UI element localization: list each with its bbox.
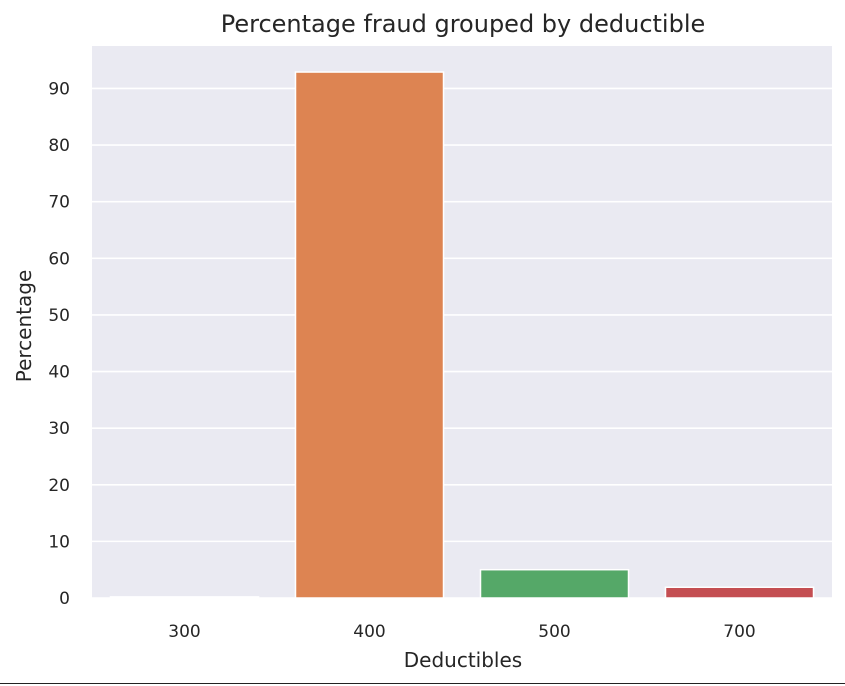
gridlines — [92, 87, 832, 599]
y-tick-label: 20 — [48, 476, 70, 496]
x-tick-label: 400 — [353, 622, 385, 642]
y-tick-label: 80 — [48, 136, 70, 156]
y-tick-label: 60 — [48, 249, 70, 269]
bar-500 — [479, 568, 630, 599]
x-axis-label: Deductibles — [404, 648, 522, 672]
x-tick-labels: 300 400 500 700 — [168, 622, 755, 642]
bar-700 — [664, 586, 815, 599]
x-tick-label: 700 — [723, 622, 755, 642]
x-tick-label: 500 — [538, 622, 570, 642]
y-tick-label: 0 — [59, 589, 70, 609]
y-tick-label: 90 — [48, 79, 70, 99]
y-tick-label: 70 — [48, 193, 70, 213]
y-tick-label: 40 — [48, 363, 70, 383]
y-axis-label: Percentage — [12, 270, 36, 383]
x-tick-label: 300 — [168, 622, 200, 642]
y-tick-label: 10 — [48, 532, 70, 552]
plot-area — [92, 46, 832, 598]
bar-400 — [294, 71, 445, 599]
y-tick-labels: 0 10 20 30 40 50 60 70 80 90 — [48, 79, 70, 609]
bar-300 — [109, 596, 260, 599]
bottom-divider — [0, 683, 845, 684]
bars — [109, 71, 815, 599]
y-tick-label: 50 — [48, 306, 70, 326]
y-tick-label: 30 — [48, 419, 70, 439]
chart-title: Percentage fraud grouped by deductible — [221, 10, 706, 38]
